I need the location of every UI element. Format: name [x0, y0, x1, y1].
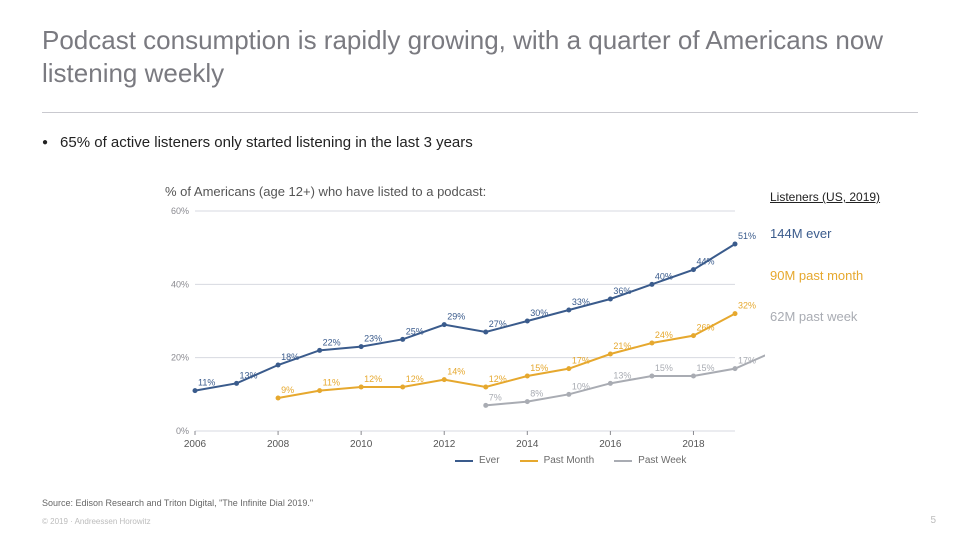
bullet-text: 65% of active listeners only started lis…	[42, 134, 473, 151]
side-stats-header: Listeners (US, 2019)	[770, 188, 880, 206]
side-stat-row: 62M past week	[770, 307, 880, 327]
svg-text:2014: 2014	[516, 439, 539, 450]
svg-text:12%: 12%	[489, 374, 507, 384]
svg-text:17%: 17%	[738, 356, 756, 366]
svg-text:2006: 2006	[184, 439, 207, 450]
svg-text:12%: 12%	[364, 374, 382, 384]
divider	[42, 112, 918, 113]
legend-item: Past Week	[614, 455, 686, 466]
svg-text:44%: 44%	[696, 257, 714, 267]
source-text: Source: Edison Research and Triton Digit…	[42, 498, 313, 508]
side-stats-rows: 144M ever 90M past month 62M past week	[770, 224, 880, 327]
svg-text:15%: 15%	[696, 363, 714, 373]
svg-text:10%: 10%	[572, 381, 590, 391]
svg-text:36%: 36%	[613, 286, 631, 296]
legend-item: Past Month	[520, 455, 595, 466]
svg-text:13%: 13%	[613, 370, 631, 380]
svg-text:17%: 17%	[572, 356, 590, 366]
side-stats: Listeners (US, 2019) 144M ever 90M past m…	[770, 188, 880, 327]
svg-text:30%: 30%	[530, 308, 548, 318]
svg-text:9%: 9%	[281, 385, 294, 395]
page-number: 5	[930, 515, 936, 526]
svg-text:8%: 8%	[530, 389, 543, 399]
svg-text:2012: 2012	[433, 439, 456, 450]
copyright-text: © 2019 · Andreessen Horowitz	[42, 517, 151, 526]
svg-text:60%: 60%	[171, 206, 189, 216]
svg-text:20%: 20%	[171, 353, 189, 363]
svg-text:7%: 7%	[489, 392, 502, 402]
svg-text:11%: 11%	[323, 378, 340, 388]
svg-text:18%: 18%	[281, 352, 299, 362]
svg-text:25%: 25%	[406, 326, 424, 336]
line-chart: 0% 20% 40% 60% 2006 2008 2010 2012 2014 2016 2018 1…	[165, 205, 765, 459]
svg-text:15%: 15%	[530, 363, 548, 373]
chart-container: % of Americans (age 12+) who have listed…	[165, 184, 805, 464]
svg-text:14%: 14%	[447, 367, 465, 377]
svg-text:12%: 12%	[406, 374, 424, 384]
svg-text:27%: 27%	[489, 319, 507, 329]
svg-text:2018: 2018	[682, 439, 705, 450]
svg-text:33%: 33%	[572, 297, 590, 307]
chart-legend: Ever Past Month Past Week	[445, 454, 696, 467]
chart-title: % of Americans (age 12+) who have listed…	[165, 184, 805, 199]
legend-item: Ever	[455, 455, 500, 466]
slide: Podcast consumption is rapidly growing, …	[0, 0, 960, 540]
svg-text:22%: 22%	[323, 337, 341, 347]
svg-text:51%: 51%	[738, 231, 756, 241]
svg-text:24%: 24%	[655, 330, 673, 340]
svg-text:40%: 40%	[171, 279, 189, 289]
side-stat-row: 90M past month	[770, 266, 880, 286]
svg-text:0%: 0%	[176, 426, 189, 436]
svg-text:23%: 23%	[364, 334, 382, 344]
slide-title: Podcast consumption is rapidly growing, …	[42, 24, 918, 89]
svg-text:40%: 40%	[655, 271, 673, 281]
svg-text:11%: 11%	[198, 378, 215, 388]
svg-text:26%: 26%	[696, 323, 714, 333]
svg-text:32%: 32%	[738, 301, 756, 311]
side-stat-row: 144M ever	[770, 224, 880, 244]
svg-text:29%: 29%	[447, 312, 465, 322]
svg-text:2008: 2008	[267, 439, 290, 450]
svg-text:21%: 21%	[613, 341, 631, 351]
svg-text:2010: 2010	[350, 439, 373, 450]
svg-text:13%: 13%	[240, 370, 258, 380]
svg-text:15%: 15%	[655, 363, 673, 373]
svg-text:2016: 2016	[599, 439, 622, 450]
